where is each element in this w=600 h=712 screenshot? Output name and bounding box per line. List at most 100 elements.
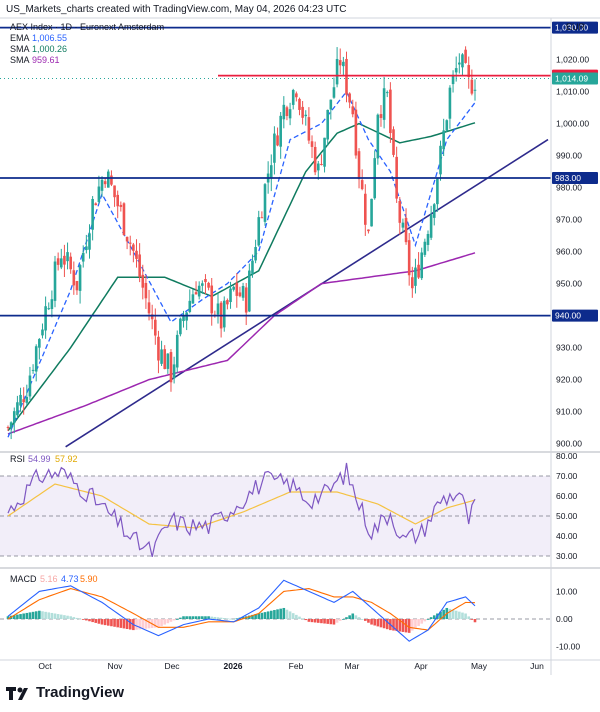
candle-body	[323, 137, 326, 167]
macd-histogram-bar	[370, 619, 373, 625]
macd-histogram-bar	[285, 609, 289, 620]
candle-body	[97, 186, 101, 202]
candle-body	[128, 242, 132, 244]
macd-histogram-bar	[34, 611, 38, 620]
candle-body	[41, 329, 44, 336]
candle-body	[229, 288, 232, 303]
macd-histogram-bar	[382, 619, 386, 629]
price-tick-label: 970.00	[556, 215, 582, 225]
macd-histogram-bar	[266, 611, 270, 620]
macd-histogram-bar	[301, 618, 304, 620]
candle-body	[392, 129, 395, 155]
tradingview-logo: TradingView	[6, 684, 124, 701]
macd-histogram-bar	[273, 610, 276, 620]
macd-histogram-bar	[404, 619, 408, 633]
macd-histogram-bar	[22, 613, 25, 620]
macd-histogram-bar	[379, 619, 383, 628]
candle-body	[332, 87, 336, 98]
macd-histogram-bar	[298, 616, 301, 620]
macd-histogram-bar	[429, 617, 433, 620]
candle-body	[31, 369, 35, 371]
macd-histogram-bar	[254, 614, 257, 620]
macd-histogram-bar	[210, 616, 214, 620]
price-level-tag	[552, 309, 598, 322]
candle-body	[50, 299, 54, 310]
candle-body	[470, 79, 474, 94]
time-tick-label: May	[471, 661, 488, 671]
candle-body	[47, 308, 51, 310]
macd-histogram-bar	[125, 619, 129, 629]
macd-histogram-bar	[144, 619, 148, 629]
candle-body	[263, 184, 267, 222]
macd-histogram-bar	[251, 614, 254, 620]
last-price-tag	[552, 72, 598, 85]
macd-histogram-bar	[222, 617, 226, 620]
candle-body	[414, 267, 417, 286]
candle-body	[273, 133, 276, 163]
macd-histogram-bar	[442, 609, 445, 620]
price-level-label: 940.00	[555, 311, 581, 321]
price-tick-label: 1,000.00	[556, 119, 589, 129]
rsi-ma-legend-value: 57.92	[55, 454, 78, 464]
macd-histogram-bar	[147, 619, 151, 629]
candle-body	[110, 175, 113, 185]
macd-histogram-bar	[138, 619, 141, 630]
candle-body	[88, 233, 91, 250]
macd-histogram-bar	[279, 608, 282, 620]
candle-body	[38, 339, 41, 348]
candle-body	[257, 217, 261, 246]
candle-body	[423, 241, 427, 255]
rsi-tick-label: 30.00	[556, 551, 578, 561]
candle-body	[385, 92, 389, 94]
candle-body	[370, 198, 373, 227]
candle-body	[226, 300, 229, 305]
macd-histogram-bar	[329, 619, 333, 625]
candle-body	[182, 316, 185, 322]
macd-histogram-bar	[360, 619, 364, 620]
macd-histogram-bar	[47, 612, 51, 620]
macd-line	[7, 579, 476, 642]
price-tick-label: 920.00	[556, 375, 582, 385]
rsi-pane: 80.00 70.00 60.00 50.00 40.00 30.00	[0, 451, 578, 561]
candle-body	[59, 258, 63, 268]
candle-body	[448, 87, 452, 119]
candle-body	[166, 353, 170, 369]
macd-histogram-bar	[263, 612, 267, 620]
macd-histogram-bar	[307, 619, 311, 622]
macd-histogram-bar	[182, 616, 185, 620]
candle-body	[439, 145, 442, 175]
candle-body	[461, 54, 464, 68]
macd-histogram-bar	[119, 619, 123, 628]
candle-body	[169, 352, 173, 383]
macd-histogram-bar	[470, 619, 474, 620]
macd-histogram-bar	[194, 616, 198, 620]
macd-histogram-bar	[376, 619, 380, 627]
macd-histogram-bar	[106, 619, 110, 626]
macd-signal-line	[7, 588, 476, 631]
candle-body	[12, 411, 16, 424]
candle-body	[91, 198, 94, 230]
macd-histogram-bar	[19, 614, 22, 620]
candle-body	[135, 250, 138, 259]
macd-histogram-bar	[197, 616, 201, 620]
macd-histogram-bar	[313, 619, 317, 623]
macd-histogram-bar	[276, 609, 279, 620]
sma-legend-label: SMA	[10, 44, 30, 54]
candle-body	[25, 396, 29, 403]
candle-body	[204, 279, 207, 283]
candle-body	[63, 255, 66, 265]
candle-body	[442, 130, 445, 150]
macd-histogram-bar	[179, 617, 182, 620]
candle-body	[16, 402, 19, 416]
candle-body	[207, 282, 210, 288]
candle-body	[310, 141, 314, 147]
candle-body	[260, 217, 264, 219]
candle-body	[222, 300, 226, 328]
macd-histogram-bar	[335, 619, 339, 623]
candle-body	[398, 200, 402, 223]
macd-histogram-bar	[88, 619, 91, 622]
macd-histogram-bar	[432, 615, 436, 620]
candle-body	[191, 294, 195, 304]
candle-body	[119, 204, 123, 207]
